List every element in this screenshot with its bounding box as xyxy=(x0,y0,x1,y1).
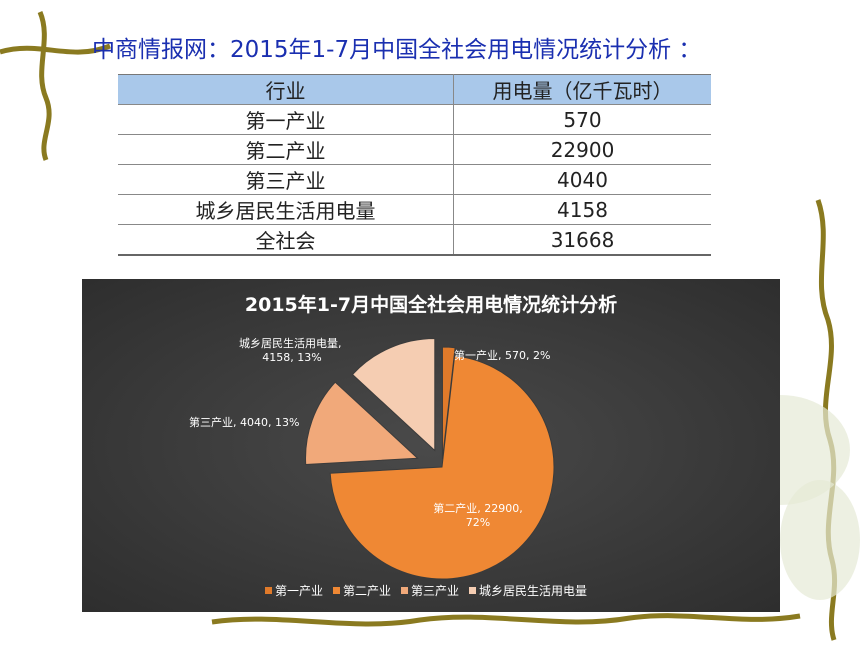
table-row: 全社会 31668 xyxy=(118,224,711,256)
pie-slice-4 xyxy=(351,338,436,452)
slice-data-label: 第三产业, 4040, 13% xyxy=(189,415,299,429)
legend-item-label: 第三产业 xyxy=(411,584,459,598)
legend-swatch xyxy=(333,587,340,594)
legend-swatch xyxy=(401,587,408,594)
slice-data-label: 第二产业, 22900, 72% xyxy=(433,501,522,529)
table-cell-value: 4158 xyxy=(453,194,711,225)
legend-swatch xyxy=(469,587,476,594)
pie-chart: 2015年1-7月中国全社会用电情况统计分析 第一产业, 570, 2% 第二产业… xyxy=(82,279,780,612)
table-row: 第三产业 4040 xyxy=(118,164,711,195)
table-cell-value: 31668 xyxy=(453,224,711,256)
slice-data-label: 城乡居民生活用电量, 4158, 13% xyxy=(239,336,345,364)
pie-slice-2 xyxy=(329,355,555,580)
column-header-industry: 行业 xyxy=(118,74,454,105)
electricity-table: 行业 用电量（亿千瓦时） 第一产业 570 第二产业 22900 第三产业 40… xyxy=(118,74,711,256)
table-cell-industry: 第三产业 xyxy=(118,164,454,195)
table-row: 城乡居民生活用电量 4158 xyxy=(118,194,711,225)
legend-swatch xyxy=(265,587,272,594)
table-cell-industry: 全社会 xyxy=(118,224,454,256)
table-header-row: 行业 用电量（亿千瓦时） xyxy=(118,74,711,105)
column-header-consumption: 用电量（亿千瓦时） xyxy=(453,74,711,105)
table-cell-industry: 第二产业 xyxy=(118,134,454,165)
table-cell-value: 570 xyxy=(453,104,711,135)
slide-title: 中商情报网：2015年1-7月中国全社会用电情况统计分析 ： xyxy=(92,37,702,63)
table-row: 第一产业 570 xyxy=(118,104,711,135)
legend-item-label: 第一产业 xyxy=(275,584,323,598)
table-cell-value: 22900 xyxy=(453,134,711,165)
legend-item-label: 城乡居民生活用电量 xyxy=(479,584,587,598)
pie-slice-3 xyxy=(305,381,419,465)
table-cell-industry: 城乡居民生活用电量 xyxy=(118,194,454,225)
chart-title: 2015年1-7月中国全社会用电情况统计分析 xyxy=(245,293,617,316)
table-cell-industry: 第一产业 xyxy=(118,104,454,135)
table-cell-value: 4040 xyxy=(453,164,711,195)
legend-item-label: 第二产业 xyxy=(343,584,391,598)
slice-data-label: 第一产业, 570, 2% xyxy=(454,348,550,362)
table-row: 第二产业 22900 xyxy=(118,134,711,165)
